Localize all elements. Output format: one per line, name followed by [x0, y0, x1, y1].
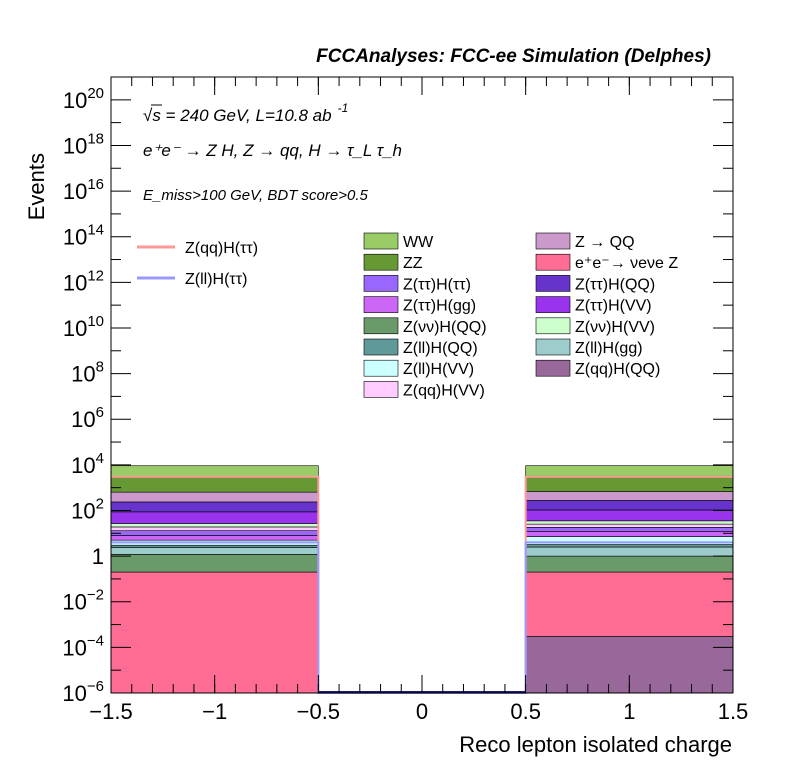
bar-z-h-gg--bin0 — [110, 535, 319, 541]
y-tick-label: 10−4 — [62, 632, 104, 660]
y-axis-title: Events — [24, 153, 49, 220]
bar-z-h-gg--bin2 — [525, 531, 734, 537]
legend-label: Z(νν)H(VV) — [575, 319, 655, 336]
legend-label: Z(νν)H(QQ) — [403, 319, 487, 336]
x-tick-label: −1 — [202, 699, 227, 724]
chart-title: FCCAnalyses: FCC-ee Simulation (Delphes) — [316, 46, 711, 67]
bar-z-h--bin2 — [525, 527, 734, 532]
axis-ticks — [110, 77, 734, 694]
bar-z-ll-h-qq--bin0 — [110, 544, 319, 548]
legend-swatch — [535, 296, 571, 313]
y-tick-label: 108 — [71, 359, 104, 387]
legend-swatch — [535, 232, 571, 250]
bar-z-ll-h-gg--bin2 — [525, 546, 734, 557]
legend-swatch — [363, 296, 399, 313]
y-tick-label: 1010 — [63, 313, 104, 341]
legend-line-label: Z(ll)H(ττ) — [185, 271, 247, 288]
bar-z-qq-bin0 — [110, 491, 319, 503]
bar-z-ll-h-vv--bin2 — [525, 536, 734, 545]
bar-ww-bin0 — [110, 465, 319, 477]
bar-z-h-qq--bin0 — [110, 501, 319, 513]
y-tick-label: 106 — [71, 404, 104, 432]
bar-e-e-e-e-z-bin2 — [525, 571, 734, 637]
legend-swatch — [535, 253, 571, 271]
y-tick-label: 1016 — [63, 176, 104, 204]
legend-line-label: Z(qq)H(ττ) — [185, 240, 258, 257]
legend-label: Z(ττ)H(gg) — [403, 298, 476, 315]
legend-label: Z(ττ)H(VV) — [575, 298, 652, 315]
x-axis-title: Reco lepton isolated charge — [459, 732, 732, 757]
legend-swatch — [363, 338, 399, 356]
legend-swatch — [535, 338, 571, 356]
annotation-energy-lumi: √s = 240 GeV, L=10.8 ab -1 — [143, 101, 348, 125]
bar-z-qq-h-vv--bin0 — [110, 526, 319, 531]
y-tick-label: 10−6 — [62, 678, 104, 706]
y-tick-label: 10−2 — [62, 587, 104, 615]
y-tick-label: 102 — [71, 495, 104, 523]
bar-z-h--bin0 — [110, 530, 319, 536]
stacked-bars — [110, 465, 734, 694]
legend-swatch — [363, 381, 399, 398]
y-tick-labels: 10−6 10−4 10−2 1 102 104 106 108 1010 1012 1014 101… — [62, 85, 104, 706]
legend-label: Z(ττ)H(ττ) — [403, 276, 471, 293]
legend-swatch — [363, 253, 399, 271]
bar-ww-bin2 — [525, 465, 734, 477]
bar-zz-bin2 — [525, 475, 734, 492]
bar-z-h-qq--bin2 — [525, 500, 734, 511]
legend-label: Z(ll)H(gg) — [575, 340, 643, 357]
x-tick-label: −1.5 — [89, 699, 132, 724]
legend-label: e⁺e⁻→ νeνe Z — [575, 255, 678, 272]
legend-background-col2: Z → QQ e⁺e⁻→ νeνe Z Z(ττ)H(QQ) Z(ττ)H(VV) Z(… — [535, 232, 678, 378]
x-tick-label: 0.5 — [510, 699, 541, 724]
bar-z-ll-h-gg--bin0 — [110, 547, 319, 555]
y-tick-label: 1014 — [63, 222, 104, 250]
bar-z-h-vv--bin2 — [525, 520, 734, 525]
legend-label: Z(ll)H(QQ) — [403, 340, 478, 357]
annotation-line3: E_miss>100 GeV, BDT score>0.5 — [143, 187, 368, 204]
annotation-line1: √s = 240 GeV, L=10.8 ab -1 — [143, 101, 348, 125]
y-tick-label: 1012 — [63, 267, 104, 295]
bar-z-h-vv--bin2 — [525, 509, 734, 522]
legend-label: ZZ — [403, 255, 423, 272]
x-tick-labels: −1.5 −1 −0.5 0 0.5 1 1.5 — [89, 699, 748, 724]
legend-swatch — [363, 275, 399, 292]
legend-label: Z(qq)H(VV) — [403, 382, 485, 399]
y-tick-label: 104 — [71, 450, 104, 478]
legend-label: Z → QQ — [575, 234, 635, 251]
legend-label: WW — [403, 234, 434, 251]
bar-z-qq-h-vv--bin2 — [525, 523, 734, 528]
legend-swatch — [535, 275, 571, 292]
legend-label: Z(qq)H(QQ) — [575, 361, 660, 378]
bar-zz-bin0 — [110, 476, 319, 493]
bar-z-qq-bin2 — [525, 491, 734, 501]
legend-signal: Z(qq)H(ττ) Z(ll)H(ττ) — [137, 240, 258, 288]
y-tick-label: 1018 — [63, 130, 104, 158]
legend-background-col1: WW ZZ Z(ττ)H(ττ) Z(ττ)H(gg) Z(νν)H(QQ) Z(ll)H… — [363, 232, 487, 399]
x-tick-label: 1.5 — [718, 699, 749, 724]
bar-z-h-qq--bin2 — [525, 555, 734, 573]
bar-z-h-vv--bin0 — [110, 523, 319, 528]
legend-swatch — [535, 359, 571, 377]
bar-z-h-vv--bin0 — [110, 511, 319, 524]
bar-z-ll-h-qq--bin2 — [525, 544, 734, 548]
legend-label: Z(ll)H(VV) — [403, 361, 474, 378]
x-tick-label: 0 — [416, 699, 428, 724]
y-tick-label: 1020 — [63, 85, 104, 113]
bar-z-h-qq--bin0 — [110, 554, 319, 573]
y-tick-label: 1 — [92, 544, 104, 569]
legend-swatch — [363, 317, 399, 335]
x-tick-label: −0.5 — [297, 699, 340, 724]
x-tick-label: 1 — [623, 699, 635, 724]
legend-label: Z(ττ)H(QQ) — [575, 276, 655, 293]
legend-swatch — [363, 232, 399, 250]
legend-swatch — [363, 359, 399, 377]
legend-swatch — [535, 317, 571, 335]
annotation-line2: e⁺e⁻ → Z H, Z → qq, H → τ_L τ_h — [143, 141, 402, 160]
bar-e-e-e-e-z-bin0 — [110, 571, 319, 694]
